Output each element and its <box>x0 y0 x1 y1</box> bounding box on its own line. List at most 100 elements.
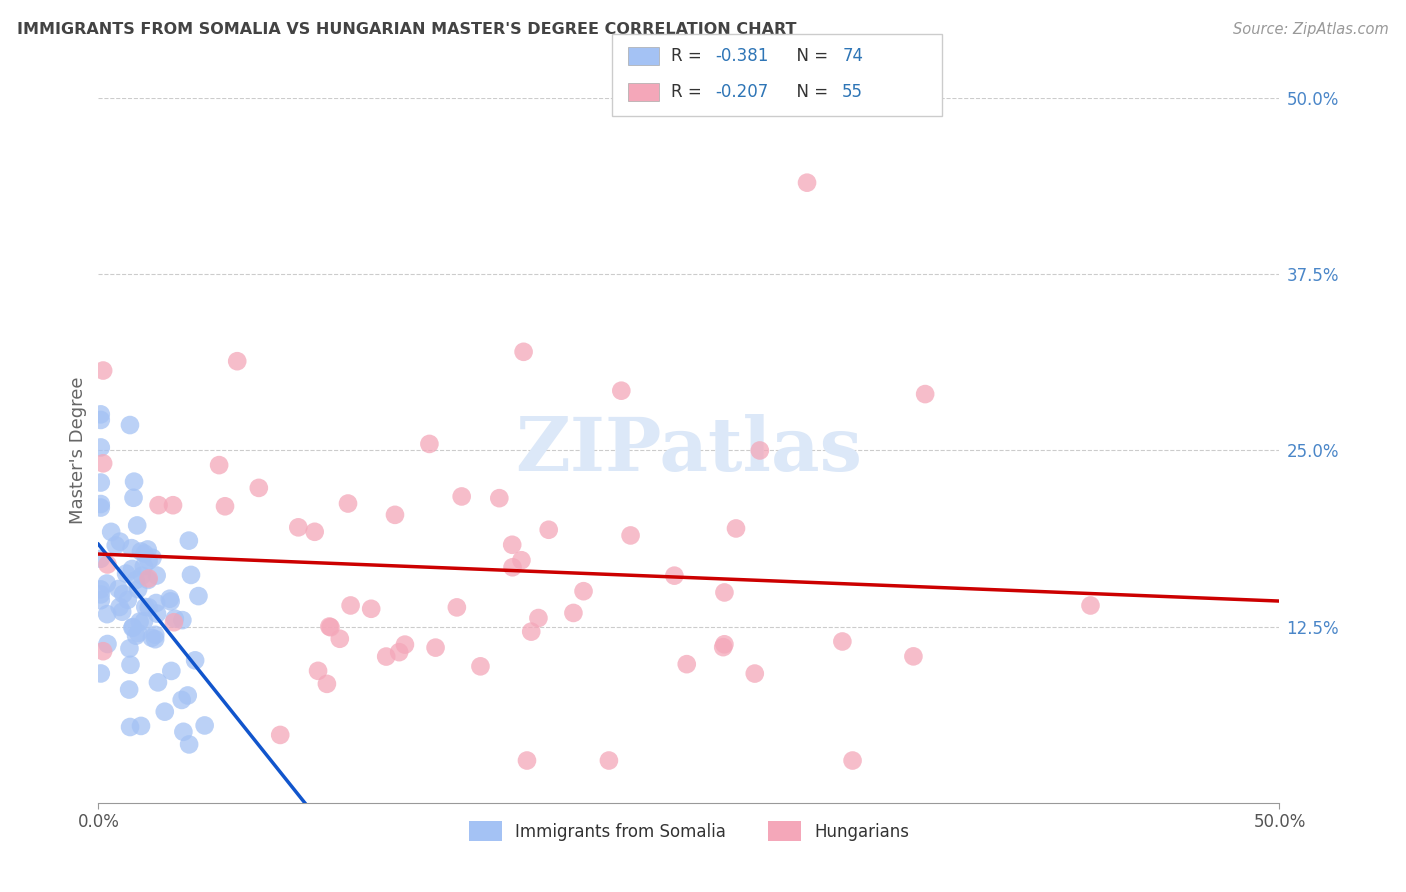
Point <box>129 544 152 558</box>
Point <box>711 640 734 654</box>
Point <box>512 344 534 359</box>
Point <box>470 659 492 673</box>
Point <box>145 596 167 610</box>
Point <box>145 568 167 582</box>
Point <box>724 521 747 535</box>
Point <box>127 626 149 640</box>
Point <box>488 491 510 505</box>
Point <box>138 600 160 615</box>
Point <box>170 693 193 707</box>
Point <box>598 754 620 768</box>
Point <box>132 559 155 574</box>
Point <box>744 666 766 681</box>
Point <box>128 615 150 629</box>
Point <box>713 637 735 651</box>
Point <box>159 591 181 606</box>
Point <box>112 587 135 601</box>
Text: IMMIGRANTS FROM SOMALIA VS HUNGARIAN MASTER'S DEGREE CORRELATION CHART: IMMIGRANTS FROM SOMALIA VS HUNGARIAN MAS… <box>17 22 796 37</box>
Point <box>527 611 550 625</box>
Point <box>90 475 112 490</box>
Point <box>360 601 382 615</box>
Point <box>131 568 153 582</box>
Point <box>562 606 585 620</box>
Text: N =: N = <box>786 83 834 101</box>
Point <box>502 560 524 574</box>
Point <box>287 520 309 534</box>
Point <box>100 524 122 539</box>
Point <box>177 533 200 548</box>
Point <box>675 657 697 672</box>
Point <box>148 498 170 512</box>
Point <box>141 631 163 645</box>
Point <box>90 413 112 427</box>
Text: -0.381: -0.381 <box>716 47 769 65</box>
Point <box>134 599 156 614</box>
Point <box>375 649 398 664</box>
Point <box>125 573 148 587</box>
Point <box>96 637 118 651</box>
Point <box>713 585 735 599</box>
Point <box>510 553 533 567</box>
Point <box>177 689 200 703</box>
Point <box>141 550 163 565</box>
Point <box>388 645 411 659</box>
Point <box>118 641 141 656</box>
Point <box>516 754 538 768</box>
Point <box>136 542 159 557</box>
Point <box>226 354 249 368</box>
Point <box>90 441 112 455</box>
Point <box>118 418 141 433</box>
Point <box>108 599 131 614</box>
Point <box>501 538 523 552</box>
Point <box>163 612 186 626</box>
Point <box>121 541 143 556</box>
Point <box>146 675 169 690</box>
Point <box>619 528 641 542</box>
Point <box>664 568 686 582</box>
Point <box>425 640 447 655</box>
Point <box>247 481 270 495</box>
Text: Source: ZipAtlas.com: Source: ZipAtlas.com <box>1233 22 1389 37</box>
Point <box>831 634 853 648</box>
Point <box>339 599 361 613</box>
Point <box>143 628 166 642</box>
Point <box>125 629 148 643</box>
Point <box>132 614 155 628</box>
Point <box>318 619 340 633</box>
Point <box>122 475 145 489</box>
Point <box>160 664 183 678</box>
Point <box>115 566 138 581</box>
Point <box>179 738 201 752</box>
Text: R =: R = <box>671 47 707 65</box>
Point <box>127 582 149 597</box>
Point <box>537 523 560 537</box>
Point <box>127 518 149 533</box>
Point <box>91 456 114 470</box>
Point <box>90 587 112 601</box>
Text: N =: N = <box>786 47 834 65</box>
Point <box>91 363 114 377</box>
Point <box>91 644 114 658</box>
Point <box>121 621 143 635</box>
Point <box>914 387 936 401</box>
Point <box>111 605 134 619</box>
Point <box>117 593 139 607</box>
Point <box>162 498 184 512</box>
Point <box>120 720 142 734</box>
Point <box>108 534 131 549</box>
Point <box>90 408 112 422</box>
Point <box>841 754 863 768</box>
Point <box>143 632 166 647</box>
Point <box>129 719 152 733</box>
Y-axis label: Master's Degree: Master's Degree <box>69 376 87 524</box>
Point <box>96 558 118 572</box>
Point <box>107 582 129 596</box>
Point <box>208 458 231 472</box>
Point <box>172 724 194 739</box>
Point <box>172 613 194 627</box>
Point <box>138 554 160 568</box>
Point <box>520 624 543 639</box>
Text: 55: 55 <box>842 83 863 101</box>
Point <box>903 649 925 664</box>
Point <box>96 607 118 622</box>
